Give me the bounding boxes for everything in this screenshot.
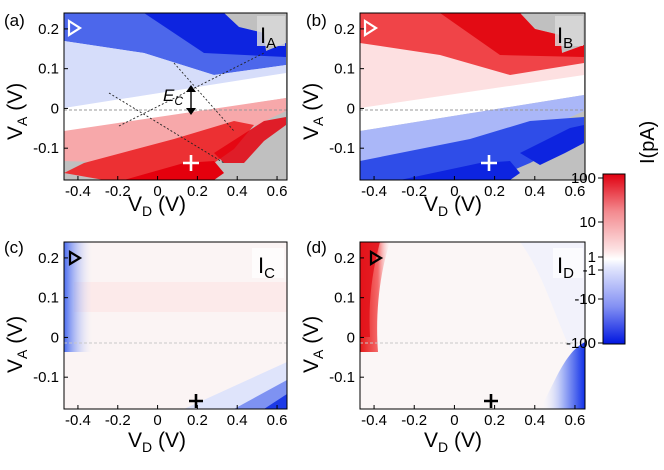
panel-b-ticks: -0.4 -0.2 0 0.2 0.4 0.6 0.2 0.1 0 -0.1 <box>329 21 585 200</box>
y-tick-label: 0 <box>51 100 59 117</box>
panel-b-ylabel: VA (V) <box>300 83 326 140</box>
y-tick-label: 0.1 <box>334 290 355 307</box>
panel-c-title: IC <box>258 253 275 282</box>
panel-a-label: (a) <box>4 11 25 30</box>
x-tick-label: -0.4 <box>361 412 387 429</box>
y-tick-label: 0.1 <box>38 290 59 307</box>
panel-a-frame <box>63 12 288 181</box>
panel-d-ylabel: VA (V) <box>300 316 326 373</box>
panel-b-xlabel: VD (V) <box>424 193 482 219</box>
x-tick-label: 0.2 <box>484 412 505 429</box>
y-tick-label: 0 <box>347 100 355 117</box>
y-tick-label: 0 <box>347 329 355 346</box>
colorbar-gradient <box>602 173 626 345</box>
x-tick-label: 0 <box>153 183 161 200</box>
x-tick-label: 0.6 <box>565 183 586 200</box>
panel-c-label: (c) <box>4 238 24 257</box>
panel-a-ylabel: VA (V) <box>4 83 30 140</box>
panel-c-ylabel: VA (V) <box>4 316 30 373</box>
y-tick-label: -0.1 <box>33 369 59 386</box>
colorbar-tick-label: 100 <box>571 170 596 187</box>
panel-a-ticks: -0.4 -0.2 0 0.2 0.4 0.6 0.2 0.1 0 -0.1 <box>33 21 287 200</box>
panel-a: (a) IA EC -0.4 -0.2 0 0.2 0.4 0.60.20.10-0.1 … <box>4 11 288 219</box>
charging-energy-label: EC <box>163 86 183 108</box>
x-tick-label: 0 <box>450 412 458 429</box>
x-tick-label: -0.2 <box>105 183 131 200</box>
x-tick-label: 0 <box>450 183 458 200</box>
x-tick-label: 0.4 <box>227 183 248 200</box>
panel-c-frame <box>63 241 288 410</box>
panel-b-title: IB <box>557 23 573 52</box>
panel-d-ticks: -0.4 -0.2 0 0.2 0.4 0.6 0.2 0.1 0 -0.1 <box>329 250 585 429</box>
panel-d-title: ID <box>557 253 574 282</box>
panel-a-heatmap <box>64 13 287 180</box>
panel-b-frame <box>359 12 586 181</box>
colorbar-tick-label: -10 <box>574 291 596 308</box>
panel-b-label: (b) <box>306 11 327 30</box>
y-tick-label: 0.1 <box>334 61 355 78</box>
panel-b-heatmap <box>360 13 585 180</box>
x-tick-label: 0.6 <box>267 412 288 429</box>
panel-d-heatmap <box>360 242 585 409</box>
x-tick-label: -0.4 <box>361 183 387 200</box>
colorbar-tick-label: -1 <box>583 262 596 279</box>
panel-b: (b) IB -0.4 -0.2 0 0.2 0.4 0.6 0.2 0.1 0 -0.1 VD … <box>300 11 586 219</box>
x-tick-label: 0.6 <box>565 412 586 429</box>
panel-c-xlabel: VD (V) <box>128 429 186 455</box>
panel-a-xlabel: VD (V) <box>128 193 186 219</box>
colorbar-label: I(pA) <box>637 121 659 164</box>
x-tick-label: 0.2 <box>187 412 208 429</box>
panel-a-title: IA <box>260 23 276 52</box>
x-tick-label: 0.2 <box>484 183 505 200</box>
colorbar: I(pA) 100 10 1-1 -10 -100 <box>566 121 659 352</box>
panel-d: (d) ID -0.4 -0.2 0 0.2 0.4 0.6 0.2 0.1 0 -0.1 VD … <box>300 238 586 455</box>
colorbar-tick-label: 10 <box>579 214 596 231</box>
x-tick-label: 0.2 <box>187 183 208 200</box>
x-tick-label: -0.4 <box>65 412 91 429</box>
panel-d-label: (d) <box>306 238 327 257</box>
panel-d-frame <box>359 241 586 410</box>
x-tick-label: -0.2 <box>105 412 131 429</box>
y-tick-label: -0.1 <box>329 369 355 386</box>
colorbar-tick-label: -100 <box>566 335 596 352</box>
x-tick-label: 0.6 <box>267 183 288 200</box>
x-tick-label: 0.4 <box>524 183 545 200</box>
y-tick-label: 0.1 <box>38 61 59 78</box>
y-tick-label: 0.2 <box>38 250 59 267</box>
y-tick-label: 0.2 <box>334 250 355 267</box>
panel-c-ticks: -0.4 -0.2 0 0.2 0.4 0.6 0.2 0.1 0 -0.1 <box>33 250 287 429</box>
x-tick-label: -0.4 <box>65 183 91 200</box>
panel-c-heatmap <box>64 242 287 409</box>
x-tick-label: -0.2 <box>401 412 427 429</box>
colorbar-tick-label: 1 <box>588 249 596 266</box>
y-tick-label: -0.1 <box>33 140 59 157</box>
y-tick-label: 0.2 <box>334 21 355 38</box>
panel-c: (c) IC -0.4 -0.2 0 0.2 0.4 0.6 0.2 0.1 0 -0.1 VD … <box>4 238 288 455</box>
x-tick-label: 0.4 <box>227 412 248 429</box>
colorbar-ticks: 100 10 1-1 -10 -100 <box>566 170 603 352</box>
x-tick-label: 0 <box>153 412 161 429</box>
y-tick-label: -0.1 <box>329 140 355 157</box>
y-tick-label: 0.2 <box>38 21 59 38</box>
y-tick-label: 0 <box>51 329 59 346</box>
x-tick-label: -0.2 <box>401 183 427 200</box>
panel-d-xlabel: VD (V) <box>424 429 482 455</box>
x-tick-label: 0.4 <box>524 412 545 429</box>
